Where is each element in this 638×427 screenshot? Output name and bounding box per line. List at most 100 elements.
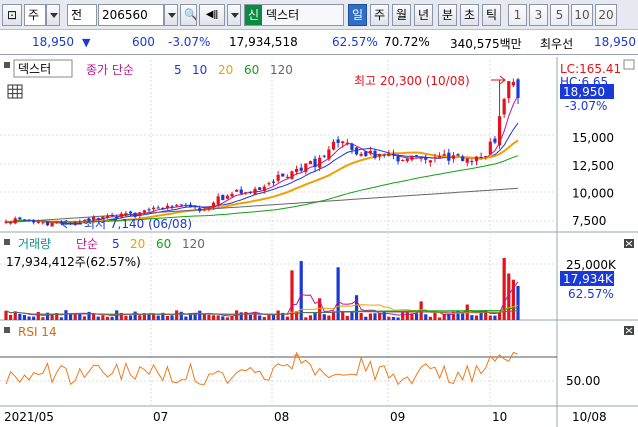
volume-bar bbox=[262, 316, 266, 320]
market-value: 전 bbox=[71, 8, 83, 22]
price-panel-close-icon[interactable] bbox=[623, 59, 635, 70]
period-button-2[interactable]: 월 bbox=[392, 4, 411, 26]
minute-option-3[interactable]: 3 bbox=[529, 4, 548, 26]
candle-body bbox=[493, 138, 497, 143]
indicator-grid-icon[interactable] bbox=[7, 84, 23, 99]
candle-body bbox=[318, 157, 322, 168]
volume-bar bbox=[202, 313, 206, 320]
volume-bar bbox=[78, 313, 82, 320]
search-icon[interactable]: 🔍 bbox=[180, 4, 197, 26]
stock-chart[interactable]: 덱스터 종가 단순 5 10 20 60 120 최고 20,300 (10/08) 최… bbox=[0, 57, 638, 427]
down-arrow-icon: ▼ bbox=[82, 36, 91, 49]
sound-dropdown-icon[interactable] bbox=[227, 4, 241, 26]
candle-body bbox=[378, 154, 382, 157]
candle-body bbox=[502, 99, 506, 115]
period-button-3[interactable]: 년 bbox=[414, 4, 433, 26]
minute-option-5[interactable]: 5 bbox=[550, 4, 569, 26]
volume-bar bbox=[290, 270, 294, 320]
volume-bar bbox=[368, 313, 372, 320]
candle-body bbox=[474, 156, 479, 162]
volume-bar bbox=[461, 312, 465, 320]
volume-bar bbox=[488, 315, 492, 320]
rsi-series bbox=[5, 351, 519, 386]
candle-body bbox=[161, 207, 165, 210]
chart-type-select[interactable]: 주 bbox=[24, 4, 46, 26]
candle-body bbox=[244, 192, 248, 194]
minute-option-20[interactable]: 20 bbox=[595, 4, 617, 26]
stock-name-field[interactable]: 신 덱스터 bbox=[244, 4, 344, 26]
candle-body bbox=[313, 158, 317, 168]
volume-bar bbox=[165, 315, 170, 320]
quote-bar: 18,950 ▼ 600 -3.07% 17,934,518 62.57% 70… bbox=[0, 31, 638, 55]
candle-body bbox=[428, 160, 432, 163]
candle-body bbox=[271, 181, 276, 183]
volume-axis-tick: 25,000K bbox=[566, 258, 617, 272]
volume-bar bbox=[13, 311, 17, 320]
volume-bar bbox=[124, 315, 128, 320]
volume-bar bbox=[410, 313, 414, 320]
candle-body bbox=[419, 157, 423, 159]
period-button-4[interactable]: 분 bbox=[438, 4, 457, 26]
volume-bar bbox=[41, 317, 45, 320]
volume-bar bbox=[239, 312, 243, 320]
candle-body bbox=[156, 207, 160, 209]
candle-body bbox=[18, 217, 22, 220]
period-button-1[interactable]: 주 bbox=[370, 4, 389, 26]
minute-option-10[interactable]: 10 bbox=[571, 4, 593, 26]
period-button-5[interactable]: 초 bbox=[460, 4, 479, 26]
candle-body bbox=[414, 155, 419, 157]
price-ma-line-60 bbox=[5, 155, 519, 223]
speaker-icon[interactable]: ◀ǁ bbox=[199, 4, 225, 26]
stock-code-input[interactable] bbox=[98, 4, 164, 26]
candle-body bbox=[410, 155, 414, 160]
candle-body bbox=[516, 79, 520, 98]
volume-bar bbox=[331, 311, 336, 320]
candle-body bbox=[96, 217, 100, 219]
rsi-panel-marker-icon bbox=[4, 327, 10, 333]
volume-bar bbox=[382, 311, 386, 320]
candle-body bbox=[119, 213, 123, 217]
volume-bar bbox=[433, 312, 437, 320]
volume-bar bbox=[170, 315, 174, 320]
market-select[interactable]: 전 bbox=[67, 4, 97, 26]
candle-body bbox=[276, 174, 280, 181]
volume-bar bbox=[50, 314, 54, 320]
candle-body bbox=[299, 167, 303, 171]
candle-body bbox=[216, 196, 220, 205]
volume-bar bbox=[497, 311, 502, 320]
candle-body bbox=[221, 194, 225, 201]
period-button-6[interactable]: 틱 bbox=[482, 4, 501, 26]
volume-bar bbox=[128, 315, 133, 320]
volume-bar bbox=[142, 313, 146, 320]
candle-body bbox=[327, 149, 331, 160]
rsi-panel-close-icon[interactable] bbox=[624, 326, 634, 335]
volume-bar bbox=[373, 313, 377, 320]
window-menu-icon[interactable]: ⊡ bbox=[2, 4, 22, 26]
candle-body bbox=[27, 219, 31, 221]
volume-bar bbox=[428, 316, 432, 320]
candle-body bbox=[124, 213, 128, 216]
volume-bar bbox=[267, 315, 271, 320]
volume-bar bbox=[161, 312, 165, 320]
volume-bar bbox=[299, 261, 303, 320]
current-price-axis-label: 18,950 bbox=[563, 85, 605, 99]
chart-type-dropdown-icon[interactable] bbox=[46, 4, 60, 26]
trade-volume: 17,934,518 bbox=[229, 35, 298, 49]
minute-option-1[interactable]: 1 bbox=[508, 4, 527, 26]
volume-bar bbox=[32, 316, 36, 320]
low-change-label: LC:165.41 bbox=[560, 62, 621, 76]
volume-bar bbox=[511, 279, 515, 320]
candle-body bbox=[359, 154, 363, 156]
volume-ma-legend-5: 5 bbox=[112, 237, 120, 251]
volume-bar bbox=[313, 312, 317, 320]
volume-panel-close-icon[interactable] bbox=[624, 239, 634, 248]
candle-body bbox=[9, 222, 13, 224]
period-button-0[interactable]: 일 bbox=[348, 4, 367, 26]
price-axis-tick: 12,500 bbox=[572, 159, 614, 173]
stock-code-dropdown-icon[interactable] bbox=[164, 4, 178, 26]
volume-bar bbox=[92, 313, 96, 320]
candle-body bbox=[59, 222, 63, 224]
price-ma-legend-20: 20 bbox=[218, 63, 233, 77]
volume-bar bbox=[207, 314, 211, 320]
candle-body bbox=[253, 188, 257, 195]
